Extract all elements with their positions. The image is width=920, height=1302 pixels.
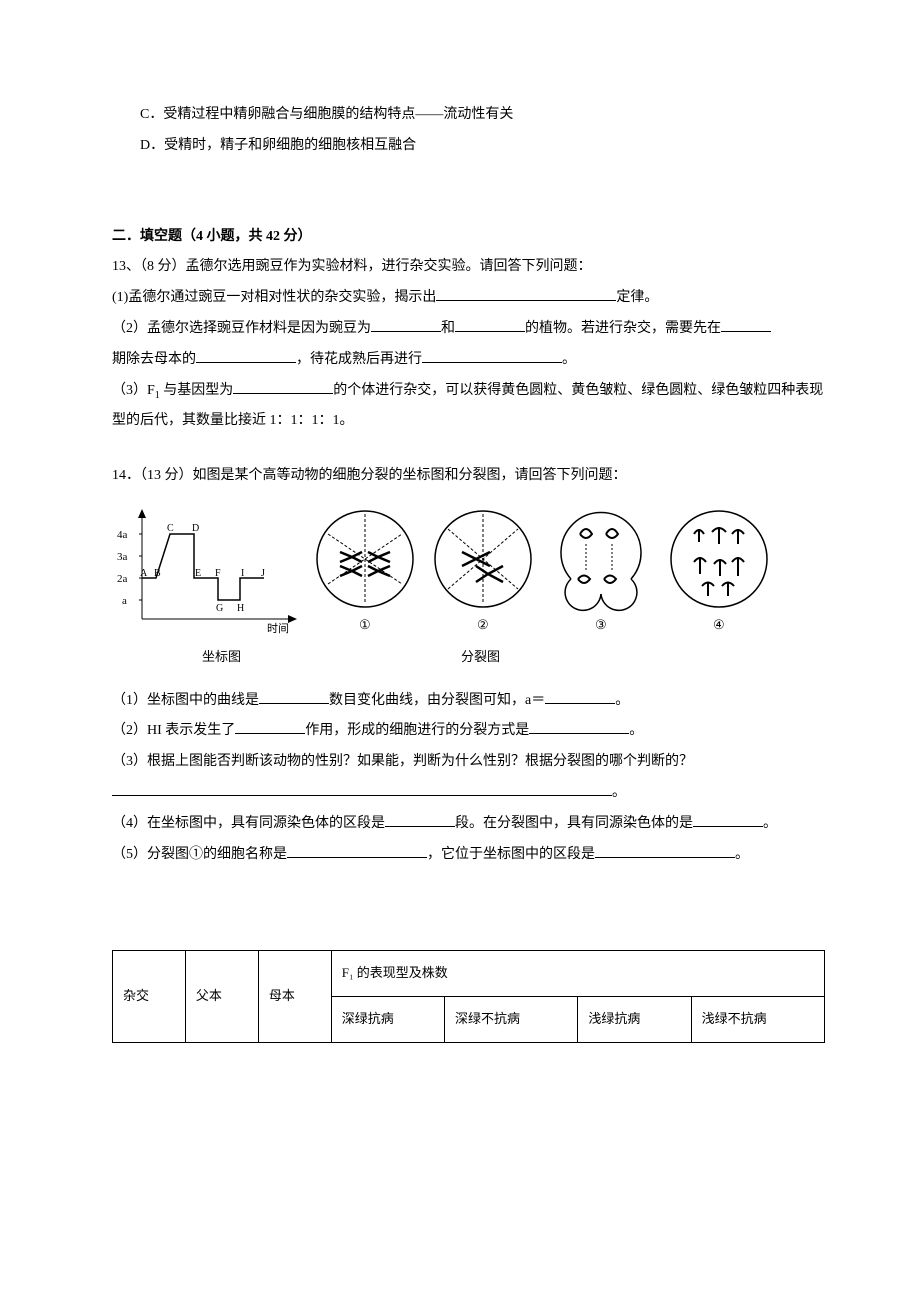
svg-text:时间: 时间 — [267, 622, 289, 635]
q14-p1c: 。 — [615, 693, 629, 708]
svg-text:4a: 4a — [117, 529, 128, 541]
blank — [196, 346, 296, 363]
caption-chart: 坐标图 — [202, 643, 241, 672]
svg-text:①: ① — [359, 617, 371, 632]
svg-text:J: J — [261, 568, 265, 579]
blank — [545, 687, 615, 704]
q14-p4a: （4）在坐标图中，具有同源染色体的区段是 — [112, 816, 385, 831]
blank — [385, 810, 455, 827]
svg-text:②: ② — [477, 617, 489, 632]
svg-text:G: G — [216, 603, 223, 614]
svg-text:B: B — [154, 568, 161, 579]
th-father: 父本 — [185, 951, 258, 1042]
svg-text:③: ③ — [595, 617, 607, 632]
q14-p1: （1）坐标图中的曲线是 数目变化曲线，由分裂图可知，a＝ 。 — [112, 686, 825, 717]
blank — [235, 718, 305, 735]
blank — [259, 687, 329, 704]
q13-p1a: (1)孟德尔通过豌豆一对相对性状的杂交实验，揭示出 — [112, 290, 436, 305]
blank — [371, 315, 441, 332]
svg-text:E: E — [195, 568, 201, 579]
q14-p3: （3）根据上图能否判断该动物的性别？如果能，判断为什么性别？根据分裂图的哪个判断… — [112, 747, 825, 778]
blank — [233, 377, 333, 394]
q14-p3-blank: 。 — [112, 778, 825, 809]
q14-head: 14．（13 分）如图是某个高等动物的细胞分裂的坐标图和分裂图，请回答下列问题： — [112, 461, 825, 492]
q13-p2e: ，待花成熟后再进行 — [296, 352, 422, 367]
q14-p2c: 。 — [629, 723, 643, 738]
th-f1-group: F₁ 的表现型及株数 — [331, 951, 824, 997]
svg-text:F: F — [215, 568, 221, 579]
th-sub3: 浅绿抗病 — [578, 996, 691, 1042]
q13-p2-line2: 期除去母本的 ，待花成熟后再进行 。 — [112, 345, 825, 376]
q13-head: 13、（8 分）孟德尔选用豌豆作为实验材料，进行杂交实验。请回答下列问题： — [112, 252, 825, 283]
q13-p1: (1)孟德尔通过豌豆一对相对性状的杂交实验，揭示出 定律。 — [112, 283, 825, 314]
q14-p3end: 。 — [612, 785, 626, 800]
svg-text:3a: 3a — [117, 551, 128, 563]
section-2-title: 二．填空题（4 小题，共 42 分） — [112, 222, 825, 253]
th-sub2: 深绿不抗病 — [444, 996, 577, 1042]
blank — [422, 346, 562, 363]
svg-text:D: D — [192, 523, 199, 534]
svg-text:I: I — [241, 568, 244, 579]
q14-p4: （4）在坐标图中，具有同源染色体的区段是 段。在分裂图中，具有同源染色体的是 。 — [112, 809, 825, 840]
q13-p2f: 。 — [562, 352, 576, 367]
th-cross: 杂交 — [113, 951, 186, 1042]
phenotype-table: 杂交 父本 母本 F₁ 的表现型及株数 深绿抗病 深绿不抗病 浅绿抗病 浅绿不抗… — [112, 950, 825, 1042]
q14-p4c: 。 — [763, 816, 777, 831]
svg-text:④: ④ — [713, 617, 725, 632]
q14-p2b: 作用，形成的细胞进行的分裂方式是 — [305, 723, 529, 738]
cell-diagram-1: ① — [310, 504, 420, 634]
q13-p3a: （3）F — [112, 383, 155, 398]
q14-p5: （5）分裂图①的细胞名称是 ，它位于坐标图中的区段是 。 — [112, 840, 825, 871]
svg-text:C: C — [167, 523, 174, 534]
q14-p1a: （1）坐标图中的曲线是 — [112, 693, 259, 708]
q14-p5b: ，它位于坐标图中的区段是 — [427, 847, 595, 862]
q14-p5c: 。 — [735, 847, 749, 862]
q13-p1b: 定律。 — [616, 290, 658, 305]
th-sub4: 浅绿不抗病 — [691, 996, 824, 1042]
option-d: D．受精时，精子和卵细胞的细胞核相互融合 — [112, 131, 825, 162]
svg-text:A: A — [140, 568, 148, 579]
blank — [455, 315, 525, 332]
option-c: C．受精过程中精卵融合与细胞膜的结构特点——流动性有关 — [112, 100, 825, 131]
blank — [112, 779, 612, 796]
th-mother: 母本 — [258, 951, 331, 1042]
svg-text:2a: 2a — [117, 573, 128, 585]
table-row: 杂交 父本 母本 F₁ 的表现型及株数 — [113, 951, 825, 997]
figure-captions: 坐标图 分裂图 — [112, 643, 825, 672]
cell-diagram-2: ② — [428, 504, 538, 634]
blank — [693, 810, 763, 827]
blank — [436, 284, 616, 301]
caption-cells: 分裂图 — [461, 643, 500, 672]
q14-p2a: （2）HI 表示发生了 — [112, 723, 235, 738]
q13-p3b: 与基因型为 — [160, 383, 234, 398]
svg-text:a: a — [122, 595, 127, 607]
blank — [529, 718, 629, 735]
th-sub1: 深绿抗病 — [331, 996, 444, 1042]
cell-diagram-4: ④ — [664, 504, 774, 634]
blank — [721, 315, 771, 332]
q14-p2: （2）HI 表示发生了 作用，形成的细胞进行的分裂方式是 。 — [112, 716, 825, 747]
q14-p1b: 数目变化曲线，由分裂图可知，a＝ — [329, 693, 545, 708]
q13-p2d: 期除去母本的 — [112, 352, 196, 367]
svg-text:H: H — [237, 603, 244, 614]
cell-diagram-3: ③ — [546, 504, 656, 634]
blank — [595, 841, 735, 858]
document-page: C．受精过程中精卵融合与细胞膜的结构特点——流动性有关 D．受精时，精子和卵细胞… — [0, 0, 920, 1103]
q13-p3: （3）F1 与基因型为的个体进行杂交，可以获得黄色圆粒、黄色皱粒、绿色圆粒、绿色… — [112, 376, 825, 438]
figure-row: 4a 3a 2a a A B C D E F G H I J 时间 — [112, 504, 825, 639]
q13-p2-line1: （2）孟德尔选择豌豆作材料是因为豌豆为 和 的植物。若进行杂交，需要先在 — [112, 314, 825, 345]
q13-p2c: 的植物。若进行杂交，需要先在 — [525, 321, 721, 336]
q13-p2b: 和 — [441, 321, 455, 336]
blank — [287, 841, 427, 858]
q13-p2a: （2）孟德尔选择豌豆作材料是因为豌豆为 — [112, 321, 371, 336]
q14-p5a: （5）分裂图①的细胞名称是 — [112, 847, 287, 862]
coordinate-chart: 4a 3a 2a a A B C D E F G H I J 时间 — [112, 504, 302, 639]
q14-p4b: 段。在分裂图中，具有同源染色体的是 — [455, 816, 693, 831]
